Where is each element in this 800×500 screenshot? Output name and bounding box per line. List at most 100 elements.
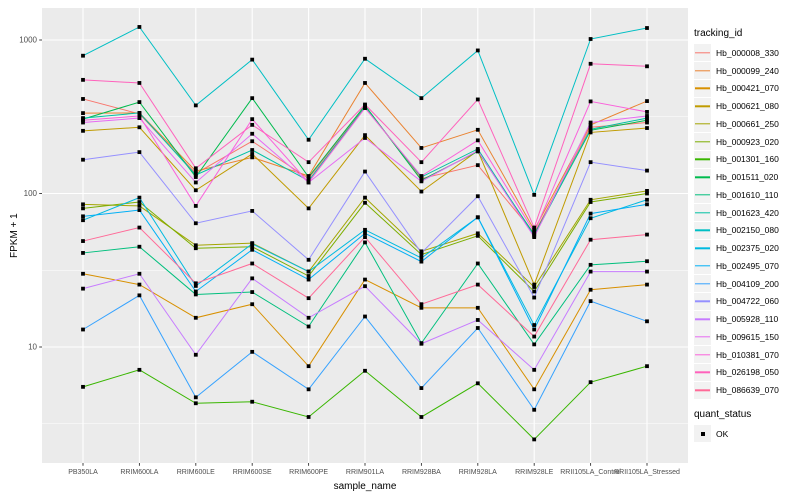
point-glyph-icon [700, 431, 705, 436]
data-point [363, 231, 367, 236]
data-point [645, 118, 649, 123]
data-point [645, 120, 649, 125]
data-point [532, 295, 537, 300]
legend-item-label: Hb_000923_020 [716, 136, 779, 147]
data-point [419, 160, 424, 165]
data-point [306, 387, 311, 392]
data-point [532, 407, 537, 412]
data-point [588, 269, 593, 274]
data-point [588, 99, 593, 104]
data-point [193, 221, 198, 226]
data-point [306, 415, 311, 419]
data-point [306, 269, 311, 274]
data-point [588, 37, 593, 41]
data-point [363, 195, 367, 200]
data-point [81, 157, 85, 162]
data-point [475, 233, 480, 238]
x-tick-label: PB350LA [68, 469, 98, 476]
data-point [588, 122, 593, 127]
data-point [532, 323, 537, 327]
data-point [250, 148, 255, 152]
data-point [419, 251, 424, 255]
data-point [419, 179, 424, 184]
legend-key-swatch [694, 363, 711, 381]
data-point [81, 77, 85, 82]
data-point [193, 315, 198, 320]
data-point [645, 99, 649, 103]
data-point [250, 302, 255, 307]
data-point [193, 292, 198, 297]
legend-swatch-line-icon [695, 318, 710, 320]
legend-item-label: OK [716, 428, 729, 439]
data-point [645, 191, 649, 196]
data-point [532, 289, 537, 294]
data-point [193, 243, 198, 248]
legend-key-swatch [694, 168, 711, 186]
legend-key-swatch [694, 275, 711, 293]
data-point [363, 284, 367, 289]
data-point [588, 160, 593, 165]
legend-swatch-line-icon [695, 123, 710, 125]
data-point [419, 96, 424, 101]
data-point [81, 271, 85, 276]
data-point [81, 218, 85, 223]
legend-item-Hb_000923_020: Hb_000923_020 [694, 133, 799, 151]
data-point [81, 214, 85, 219]
data-point [81, 120, 85, 125]
data-point [363, 200, 367, 205]
data-point [645, 319, 649, 324]
x-tick-label: RRIM600LE [177, 469, 215, 476]
data-point [137, 116, 142, 120]
data-point [363, 136, 367, 140]
data-point [588, 200, 593, 204]
data-point [419, 341, 424, 346]
legend-swatch-line-icon [695, 52, 710, 54]
data-point [137, 293, 142, 298]
data-point [532, 282, 537, 287]
data-point [193, 175, 198, 179]
data-point [81, 118, 85, 123]
legend-swatch-line-icon [695, 176, 710, 178]
legend-title-tracking-id: tracking_id [694, 28, 743, 39]
data-point [475, 97, 480, 102]
data-point [193, 246, 198, 251]
data-point [419, 174, 424, 178]
data-point [306, 277, 311, 282]
data-point [363, 102, 367, 107]
legend-swatch-line-icon [695, 87, 710, 90]
legend-item-Hb_000621_080: Hb_000621_080 [694, 97, 799, 115]
data-point [250, 131, 255, 136]
x-tick-label: RRIM600SE [233, 469, 272, 476]
data-point [645, 126, 649, 130]
data-point [137, 225, 142, 230]
data-point [81, 251, 85, 255]
data-point [532, 227, 537, 232]
data-points [81, 25, 649, 442]
data-point [306, 257, 311, 262]
data-point [645, 197, 649, 202]
data-point [81, 286, 85, 291]
data-point [532, 437, 537, 442]
legend-item-label: Hb_001610_110 [716, 189, 779, 200]
legend-item-Hb_005928_110: Hb_005928_110 [694, 310, 799, 328]
legend-item-label: Hb_000421_070 [716, 83, 779, 94]
data-point [475, 261, 480, 266]
y-tick-label: 1000 [19, 36, 37, 45]
legend-item-Hb_004722_060: Hb_004722_060 [694, 292, 799, 311]
data-point [419, 305, 424, 310]
data-point [137, 271, 142, 276]
x-axis-title: sample_name [333, 481, 397, 492]
legend-item-Hb_001511_020: Hb_001511_020 [694, 168, 799, 186]
data-point [137, 81, 142, 85]
data-point [532, 342, 537, 347]
data-point [250, 155, 255, 160]
data-point [81, 206, 85, 211]
data-point [81, 327, 85, 332]
legend-key-point [694, 425, 711, 443]
data-point [193, 401, 198, 406]
legend-swatch-line-icon [695, 353, 710, 356]
legend-item-Hb_002495_070: Hb_002495_070 [694, 257, 799, 275]
data-point [137, 204, 142, 208]
data-point [250, 57, 255, 62]
